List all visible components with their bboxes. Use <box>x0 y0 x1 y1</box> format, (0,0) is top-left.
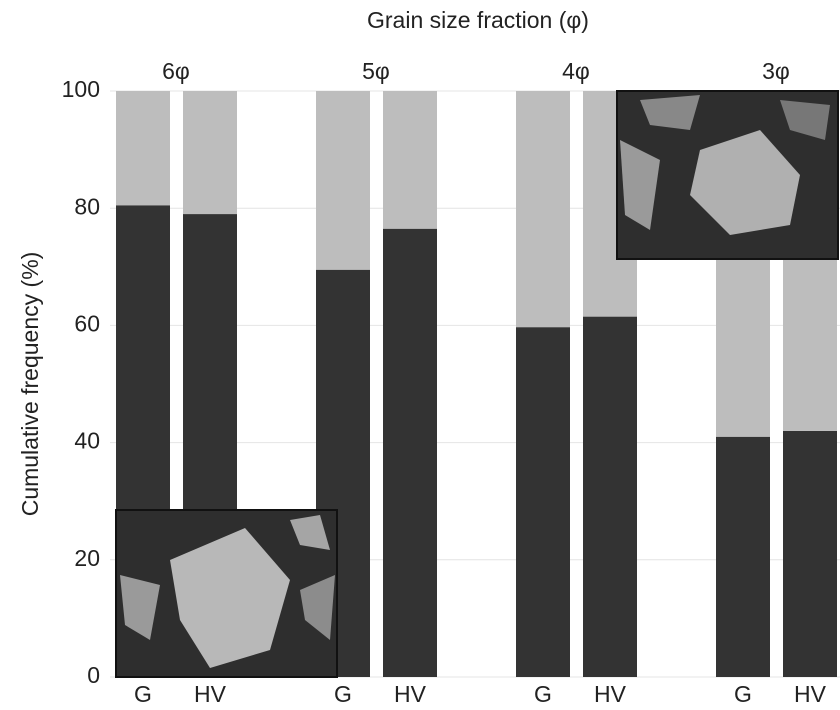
group-label: 5φ <box>362 58 390 84</box>
sem-image <box>115 509 338 678</box>
group-label: 3φ <box>762 58 790 84</box>
bar-segment <box>783 430 837 677</box>
bar-segment <box>583 316 637 677</box>
x-tick-label: HV <box>594 681 627 707</box>
chart-title: Grain size fraction (φ) <box>367 7 589 33</box>
y-axis-label: Cumulative frequency (%) <box>17 252 43 517</box>
x-tick-label: G <box>134 681 152 707</box>
bar-segment <box>716 436 770 677</box>
bar-segment <box>116 91 170 206</box>
x-tick-label: G <box>334 681 352 707</box>
y-tick-label: 0 <box>87 662 100 688</box>
y-tick-label: 40 <box>74 428 100 454</box>
x-tick-label: HV <box>194 681 227 707</box>
bar-segment <box>516 91 570 328</box>
group-label: 6φ <box>162 58 190 84</box>
bar-segment <box>383 91 437 229</box>
group-label: 4φ <box>562 58 590 84</box>
bar-segment <box>383 228 437 677</box>
bar-segment <box>516 327 570 677</box>
y-tick-label: 20 <box>74 545 100 571</box>
x-tick-label: HV <box>794 681 827 707</box>
bar-segment <box>316 91 370 270</box>
y-tick-label: 60 <box>74 310 100 336</box>
x-tick-label: HV <box>394 681 427 707</box>
bar-segment <box>183 91 237 215</box>
x-tick-label: G <box>534 681 552 707</box>
y-tick-label: 100 <box>62 76 100 102</box>
y-tick-label: 80 <box>74 193 100 219</box>
x-tick-label: G <box>734 681 752 707</box>
sem-image <box>616 90 839 260</box>
